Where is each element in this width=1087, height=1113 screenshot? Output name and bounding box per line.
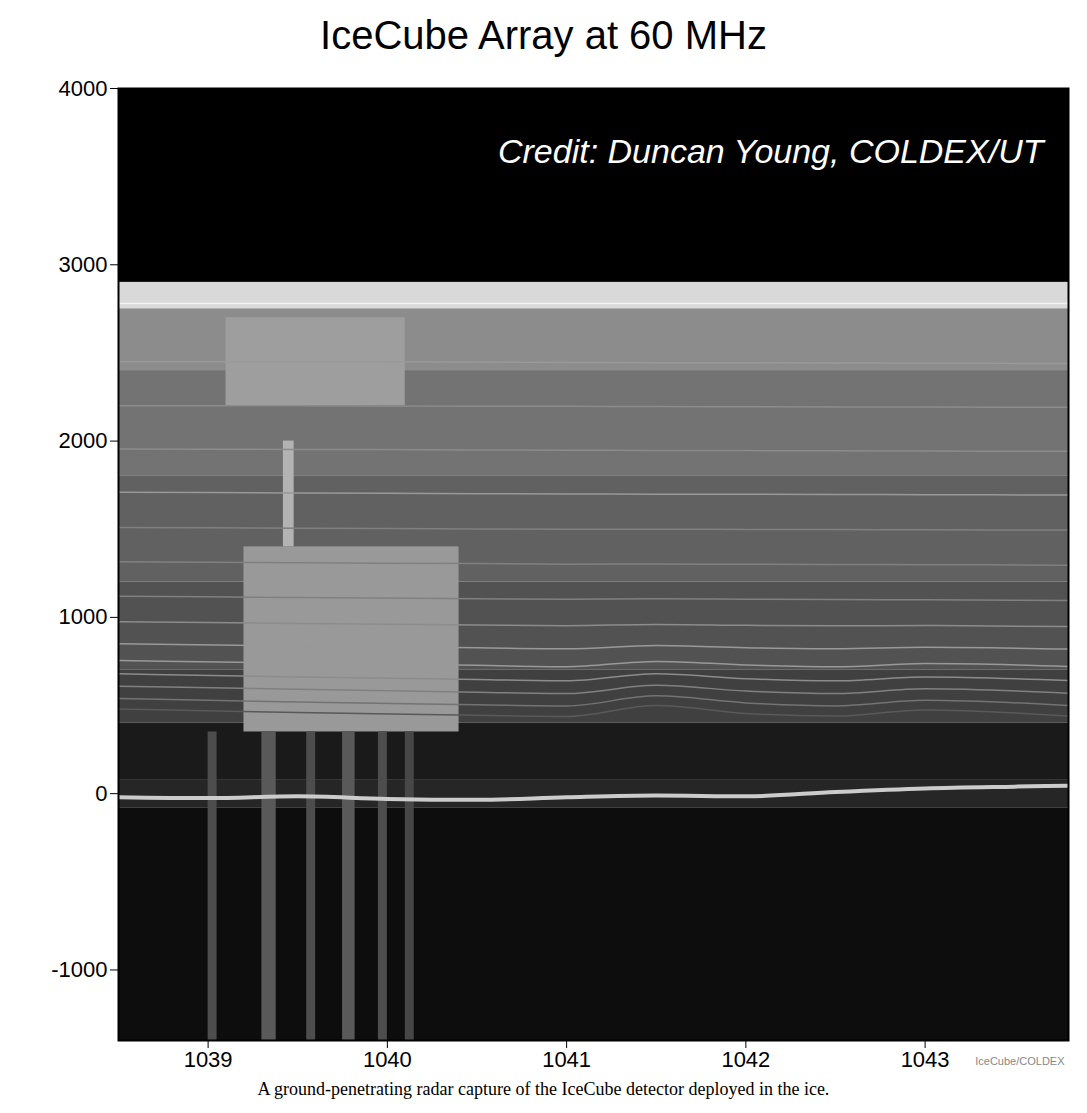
svg-text:0: 0: [95, 781, 107, 806]
svg-text:1041: 1041: [542, 1047, 591, 1072]
svg-text:-1000: -1000: [51, 957, 107, 982]
svg-text:2000: 2000: [59, 428, 108, 453]
html-text:IceCube Array at 60 MHz: IceCube Array at 60 MHz: [320, 13, 767, 57]
svg-text:1039: 1039: [184, 1047, 233, 1072]
svg-text:1042: 1042: [721, 1047, 770, 1072]
svg-text:Credit: Duncan Young, COLDEX/U: Credit: Duncan Young, COLDEX/UT: [498, 132, 1046, 170]
svg-text:1043: 1043: [901, 1047, 950, 1072]
html-text:A ground-penetrating radar cap: A ground-penetrating radar capture of th…: [257, 1079, 830, 1099]
svg-text:1040: 1040: [363, 1047, 412, 1072]
svg-text:4000: 4000: [59, 76, 108, 101]
svg-text:IceCube/COLDEX: IceCube/COLDEX: [975, 1055, 1065, 1067]
svg-text:3000: 3000: [59, 252, 108, 277]
svg-text:1000: 1000: [59, 604, 108, 629]
